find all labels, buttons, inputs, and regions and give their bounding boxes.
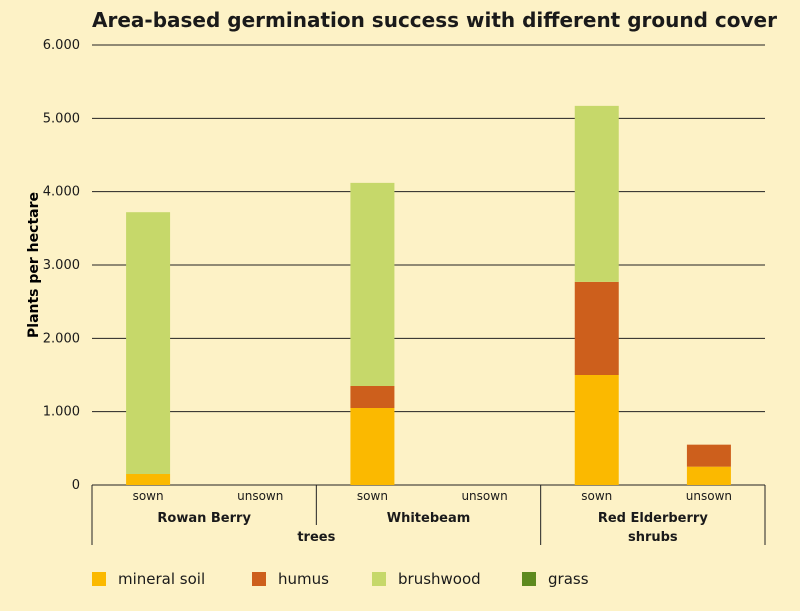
bar-segment-brushwood: [574, 105, 619, 282]
y-tick-label: 2.000: [43, 331, 80, 346]
legend-swatch: [252, 572, 266, 586]
bar-segment-brushwood: [350, 182, 395, 386]
legend-label: brushwood: [398, 570, 481, 588]
supergroup-label: trees: [297, 530, 335, 545]
legend-label: grass: [548, 570, 589, 588]
bar-segment-mineral-soil: [350, 408, 395, 485]
y-tick-label: 3.000: [43, 258, 80, 273]
bar-segment-humus: [574, 281, 619, 375]
y-tick-label: 5.000: [43, 111, 80, 126]
bar-segment-humus: [686, 444, 731, 467]
x-tick-label: sown: [357, 489, 388, 503]
x-tick-label: sown: [581, 489, 612, 503]
legend-item-grass: grass: [522, 570, 682, 588]
legend-swatch: [372, 572, 386, 586]
legend-item-mineral-soil: mineral soil: [92, 570, 252, 588]
y-tick-label: 1.000: [43, 405, 80, 420]
legend-label: mineral soil: [118, 570, 206, 588]
bars: [126, 105, 731, 485]
legend-swatch: [92, 572, 106, 586]
bar-segment-humus: [350, 386, 395, 408]
y-axis-label: Plants per hectare: [26, 192, 42, 338]
bar-segment-mineral-soil: [686, 466, 731, 485]
x-tick-label: sown: [133, 489, 164, 503]
gridlines: [92, 44, 765, 486]
bar-segment-mineral-soil: [574, 375, 619, 485]
legend-item-brushwood: brushwood: [372, 570, 522, 588]
y-tick-label: 6.000: [43, 38, 80, 53]
x-tick-label: unsown: [237, 489, 283, 503]
x-tick-label: unsown: [461, 489, 507, 503]
legend-item-humus: humus: [252, 570, 372, 588]
legend-swatch: [522, 572, 536, 586]
x-tick-label: unsown: [686, 489, 732, 503]
group-label: Whitebeam: [387, 511, 471, 526]
legend: mineral soil humus brushwood grass: [92, 570, 682, 588]
group-label: Rowan Berry: [157, 511, 251, 526]
y-tick-label: 4.000: [43, 185, 80, 200]
bar-segment-mineral-soil: [126, 474, 171, 485]
legend-label: humus: [278, 570, 329, 588]
supergroup-label: shrubs: [628, 530, 678, 545]
y-tick-label: 0: [72, 478, 80, 493]
axes: 0 1.000 2.000 3.000 4.000 5.000 6.000 sown unsow…: [43, 38, 766, 545]
bar-segment-brushwood: [126, 212, 171, 474]
chart-title: Area-based germination success with diff…: [92, 8, 777, 32]
group-label: Red Elderberry: [598, 511, 708, 526]
